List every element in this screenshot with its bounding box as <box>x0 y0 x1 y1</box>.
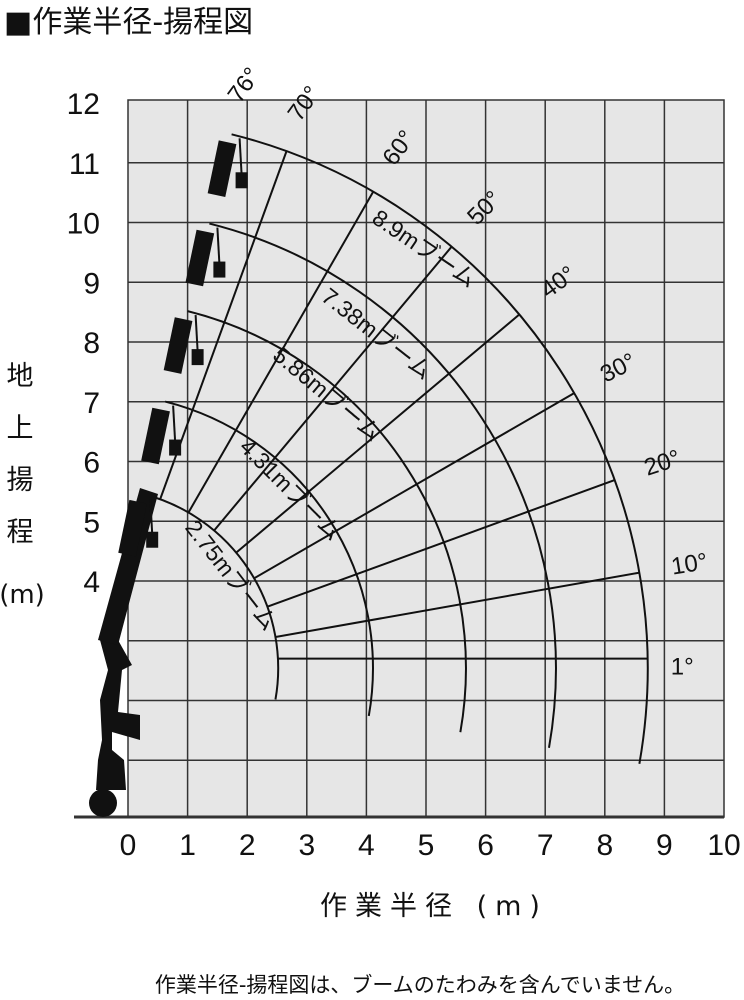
y-tick-label: 8 <box>83 327 100 360</box>
y-tick-label: 6 <box>83 447 100 480</box>
hook-wire <box>172 405 177 442</box>
range-curves <box>141 133 649 764</box>
boom-section <box>118 499 148 557</box>
x-tick-label: 4 <box>358 829 375 862</box>
angle-line <box>187 191 375 513</box>
angle-line <box>235 313 520 554</box>
hook-block <box>146 531 159 548</box>
angle-label: 1° <box>671 654 694 681</box>
angle-line <box>275 571 640 638</box>
x-tick-label: 3 <box>298 829 315 862</box>
x-tick-label: 1 <box>179 829 196 862</box>
angle-label: 10° <box>669 548 709 580</box>
range-arc <box>141 492 280 700</box>
boom-section <box>185 229 215 287</box>
angle-line <box>267 479 615 608</box>
y-tick-label: 7 <box>83 387 100 420</box>
hook-wire <box>238 138 243 175</box>
range-arc <box>164 400 374 717</box>
boom-section <box>163 317 193 374</box>
grid <box>74 99 725 819</box>
y-tick-label: 5 <box>83 506 100 539</box>
boom-section <box>207 140 237 198</box>
hook-block <box>169 439 182 456</box>
y-tick-label: 12 <box>67 88 100 121</box>
angle-line <box>159 150 288 500</box>
range-arc <box>187 310 467 733</box>
range-arc <box>209 222 557 748</box>
y-tick-label: 10 <box>67 208 100 241</box>
x-tick-label: 6 <box>477 829 494 862</box>
y-axis-label: 揚 <box>7 465 34 496</box>
y-axis-label: 程 <box>7 517 34 548</box>
hook-wire <box>194 315 199 352</box>
x-tick-label: 9 <box>656 829 673 862</box>
base <box>96 640 140 790</box>
y-tick-label: 9 <box>83 267 100 300</box>
x-tick-label: 8 <box>596 829 613 862</box>
footnote: 作業半径-揚程図は、ブームのたわみを含んでいません。 <box>155 973 685 997</box>
y-tick-label: 4 <box>83 566 100 599</box>
y-axis-unit: (m) <box>0 580 45 610</box>
hook-wire <box>149 497 154 534</box>
crane <box>89 138 248 817</box>
hook-block <box>213 261 226 278</box>
angle-line <box>213 246 453 532</box>
x-tick-label: 0 <box>120 829 137 862</box>
y-tick-label: 11 <box>69 148 100 181</box>
x-tick-label: 5 <box>418 829 435 862</box>
x-tick-label: 10 <box>707 829 740 862</box>
x-tick-label: 2 <box>239 829 256 862</box>
hook-block <box>235 172 248 189</box>
hook-wire <box>216 227 221 264</box>
angle-line <box>253 392 575 580</box>
wheel <box>89 789 117 817</box>
y-axis-label: 地 <box>7 361 34 392</box>
main-boom <box>98 488 158 645</box>
title: ■作業半径-揚程図 <box>4 5 253 40</box>
boom-section <box>141 407 170 465</box>
range-arc <box>231 133 649 764</box>
hook-block <box>191 349 204 366</box>
x-axis-label: 作業半径 (m) <box>320 891 548 922</box>
x-tick-label: 7 <box>537 829 554 862</box>
y-axis-label: 上 <box>7 413 34 444</box>
